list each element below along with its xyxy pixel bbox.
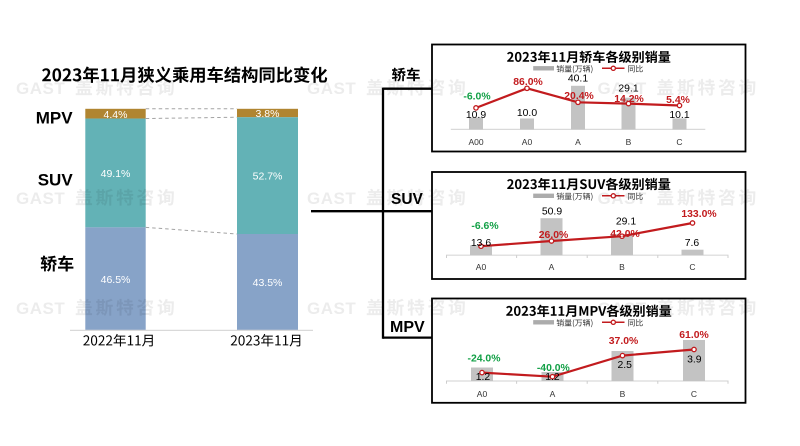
svg-text:5.4%: 5.4% xyxy=(666,95,690,106)
svg-text:MPV: MPV xyxy=(36,109,74,128)
svg-text:4.4%: 4.4% xyxy=(104,109,128,121)
svg-text:133.0%: 133.0% xyxy=(681,209,716,220)
svg-text:42.0%: 42.0% xyxy=(610,229,639,240)
svg-text:20.4%: 20.4% xyxy=(564,91,593,102)
svg-text:1.2: 1.2 xyxy=(476,372,491,383)
svg-text:SUV: SUV xyxy=(38,171,74,190)
svg-text:A: A xyxy=(575,137,581,147)
svg-text:29.1: 29.1 xyxy=(616,217,636,228)
svg-text:A00: A00 xyxy=(468,137,483,147)
svg-text:86.0%: 86.0% xyxy=(513,77,542,88)
svg-text:1.2: 1.2 xyxy=(545,372,560,383)
svg-text:-24.0%: -24.0% xyxy=(468,354,501,365)
svg-text:46.5%: 46.5% xyxy=(101,274,131,286)
svg-text:52.7%: 52.7% xyxy=(253,171,283,183)
svg-text:-6.6%: -6.6% xyxy=(471,221,498,232)
svg-text:7.6: 7.6 xyxy=(685,238,700,249)
svg-text:50.9: 50.9 xyxy=(542,207,562,218)
svg-text:10.0: 10.0 xyxy=(517,108,537,119)
svg-text:3.9: 3.9 xyxy=(687,355,702,366)
svg-text:37.0%: 37.0% xyxy=(609,336,638,347)
svg-text:A0: A0 xyxy=(476,262,487,272)
svg-text:A: A xyxy=(550,389,556,399)
svg-text:B: B xyxy=(620,389,626,399)
svg-text:14.2%: 14.2% xyxy=(614,94,643,105)
svg-text:B: B xyxy=(626,137,632,147)
svg-text:A0: A0 xyxy=(522,137,533,147)
svg-text:MPV: MPV xyxy=(390,319,425,336)
svg-text:A: A xyxy=(549,262,555,272)
svg-text:13.6: 13.6 xyxy=(471,238,491,249)
svg-text:-6.0%: -6.0% xyxy=(463,91,490,102)
svg-text:-40.0%: -40.0% xyxy=(537,363,570,374)
svg-text:C: C xyxy=(689,262,695,272)
svg-text:61.0%: 61.0% xyxy=(679,330,708,341)
svg-text:10.1: 10.1 xyxy=(669,110,689,121)
svg-text:C: C xyxy=(676,137,682,147)
svg-text:43.5%: 43.5% xyxy=(253,277,283,289)
svg-text:3.8%: 3.8% xyxy=(256,108,280,120)
svg-text:26.0%: 26.0% xyxy=(539,230,568,241)
svg-text:2.5: 2.5 xyxy=(617,360,632,371)
svg-text:40.1: 40.1 xyxy=(568,74,588,85)
svg-text:C: C xyxy=(691,389,697,399)
svg-text:A0: A0 xyxy=(477,389,488,399)
svg-text:B: B xyxy=(619,262,625,272)
svg-text:49.1%: 49.1% xyxy=(101,168,131,180)
svg-text:10.9: 10.9 xyxy=(466,110,486,121)
